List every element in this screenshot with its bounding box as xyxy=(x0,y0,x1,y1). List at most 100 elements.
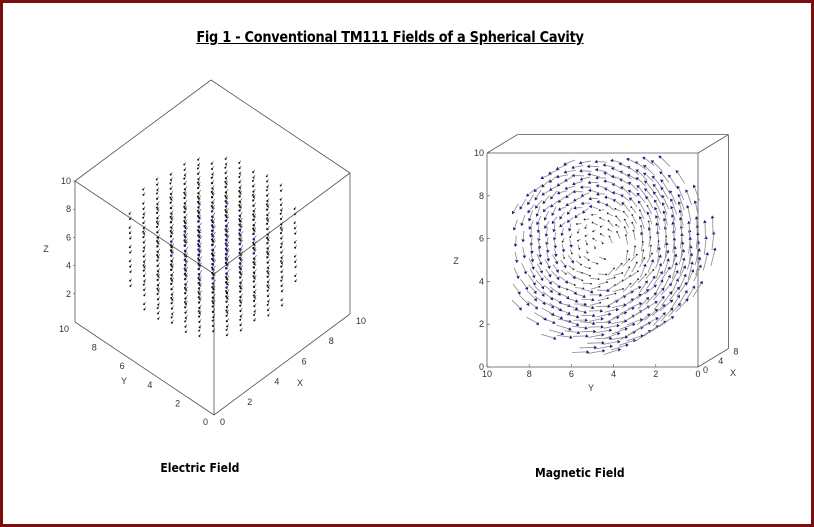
magnetic-field-arrow-head xyxy=(601,242,604,245)
electric-field-arrow-head xyxy=(252,227,255,230)
electric-field-arrow-head xyxy=(238,209,241,212)
magnetic-field-arrow-head xyxy=(541,293,545,297)
magnetic-field-arrow-head xyxy=(658,262,663,267)
x-tick-label: 10 xyxy=(356,316,366,326)
magnetic-field-arrow-head xyxy=(564,280,568,284)
magnetic-field-arrow-head xyxy=(651,176,656,180)
electric-field-arrow-head xyxy=(197,215,200,218)
magnetic-field-arrow-head xyxy=(673,253,678,257)
magnetic-field-arrow-shaft xyxy=(580,304,592,308)
magnetic-field-arrow-head xyxy=(592,329,597,334)
magnetic-field-arrow-head xyxy=(654,207,658,211)
electric-field-arrow-head xyxy=(225,281,228,284)
magnetic-field-arrow-head xyxy=(579,169,583,173)
electric-field-arrow-head xyxy=(211,215,214,218)
electric-field-arrow-head xyxy=(239,273,242,276)
magnetic-field-arrow-shaft xyxy=(654,185,663,198)
magnetic-field-arrow-head xyxy=(609,344,613,349)
magnetic-field-arrow-shaft xyxy=(652,161,663,172)
magnetic-field-arrow-shaft xyxy=(591,261,598,265)
electric-field-arrow-head xyxy=(184,241,187,244)
electric-field-arrow-head xyxy=(198,292,201,295)
electric-field-arrow-head xyxy=(155,211,159,215)
magnetic-field-arrow-shaft xyxy=(703,238,707,255)
electric-field-arrow-head xyxy=(198,264,201,267)
electric-field-arrow-head xyxy=(169,187,172,190)
y-tick-label: 0 xyxy=(695,369,700,379)
magnetic-field-arrow-head xyxy=(653,199,658,204)
electric-field-arrow-head xyxy=(238,190,241,193)
magnetic-field-arrow-head xyxy=(658,155,662,159)
magnetic-field-arrow-shaft xyxy=(605,293,616,297)
electric-field-arrow-head xyxy=(197,158,200,161)
electric-field-arrow-head xyxy=(252,218,255,222)
magnetic-field-arrow-shaft xyxy=(549,313,561,318)
magnetic-field-arrow-shaft xyxy=(548,329,562,334)
electric-field-arrow-head xyxy=(183,286,186,289)
electric-field-arrow-head xyxy=(170,293,173,296)
electric-field-arrow-head xyxy=(210,204,213,208)
electric-field-arrow-head xyxy=(197,273,201,276)
magnetic-field-arrow-shaft xyxy=(567,201,575,205)
magnetic-field-arrow-head xyxy=(682,265,687,269)
electric-field-arrow-head xyxy=(225,334,228,337)
magnetic-field-arrow-head xyxy=(640,334,644,338)
figure-title: Fig 1 - Conventional TM111 Fields of a S… xyxy=(196,28,584,46)
magnetic-field-arrow-head xyxy=(574,214,578,219)
electric-field-arrow-head xyxy=(183,196,186,200)
magnetic-field-arrow-head xyxy=(684,290,688,294)
electric-field-arrow-head xyxy=(279,184,282,187)
magnetic-field-arrow-shaft xyxy=(655,265,661,279)
magnetic-field-arrow-head xyxy=(568,327,572,331)
electric-field-arrow-head xyxy=(142,250,145,253)
electric-field-arrow-head xyxy=(225,291,228,295)
magnetic-field-arrow-shaft xyxy=(630,190,638,197)
magnetic-field-arrow-shaft xyxy=(536,263,542,272)
magnetic-field-arrow-head xyxy=(549,187,553,191)
electric-field-arrow-head xyxy=(156,259,159,262)
y-axis-label: Y xyxy=(121,376,127,386)
magnetic-field-arrow-shaft xyxy=(623,267,630,277)
electric-field-arrow-head xyxy=(266,309,269,312)
magnetic-field-arrow-shaft xyxy=(513,267,519,277)
magnetic-field-arrow-head xyxy=(671,214,675,218)
electric-field-arrow-head xyxy=(267,314,270,317)
electric-field-arrow-head xyxy=(211,254,215,257)
electric-field-arrow-head xyxy=(267,286,270,289)
magnetic-field-arrow-shaft xyxy=(514,219,518,229)
magnetic-field-arrow-shaft xyxy=(653,297,664,311)
magnetic-field-arrow-head xyxy=(574,299,579,303)
electric-field-arrow-head xyxy=(156,240,159,243)
electric-field-arrow-head xyxy=(170,307,173,310)
magnetic-field-arrow-shaft xyxy=(566,175,575,181)
magnetic-field-arrow-head xyxy=(515,260,519,264)
magnetic-field-arrow-head xyxy=(563,170,568,174)
electric-field-arrow-head xyxy=(279,212,282,215)
electric-field-arrow-head xyxy=(280,299,283,302)
magnetic-field-arrow-head xyxy=(548,179,553,183)
electric-field-arrow-head xyxy=(294,266,297,269)
magnetic-field-arrow-shaft xyxy=(520,199,527,208)
magnetic-field-arrow-head xyxy=(576,330,581,335)
electric-field-arrow-head xyxy=(280,242,283,245)
electric-field-arrow-head xyxy=(224,157,227,160)
magnetic-field-arrow-shaft xyxy=(545,221,550,227)
magnetic-field-arrow-head xyxy=(678,209,683,214)
electric-field-arrow-head xyxy=(238,200,241,203)
magnetic-field-arrow-head xyxy=(614,292,617,295)
x-tick-label: 4 xyxy=(718,356,723,366)
electric-field-arrow-head xyxy=(183,177,186,180)
electric-field-arrow-head xyxy=(156,273,159,276)
electric-field-arrow-head xyxy=(183,272,186,275)
magnetic-field-arrow-shaft xyxy=(537,215,542,223)
magnetic-field-arrow-head xyxy=(573,284,576,286)
magnetic-field-arrow-head xyxy=(621,272,624,274)
magnetic-field-arrow-head xyxy=(597,278,600,281)
electric-field-arrow-head xyxy=(251,180,254,182)
magnetic-field-arrow-shaft xyxy=(687,264,693,280)
magnetic-field-arrow-shaft xyxy=(672,240,675,254)
z-tick-label: 10 xyxy=(474,148,484,158)
magnetic-field-arrow-head xyxy=(668,283,673,287)
electric-field-arrow-head xyxy=(294,280,297,283)
electric-field-arrow-head xyxy=(169,230,172,233)
